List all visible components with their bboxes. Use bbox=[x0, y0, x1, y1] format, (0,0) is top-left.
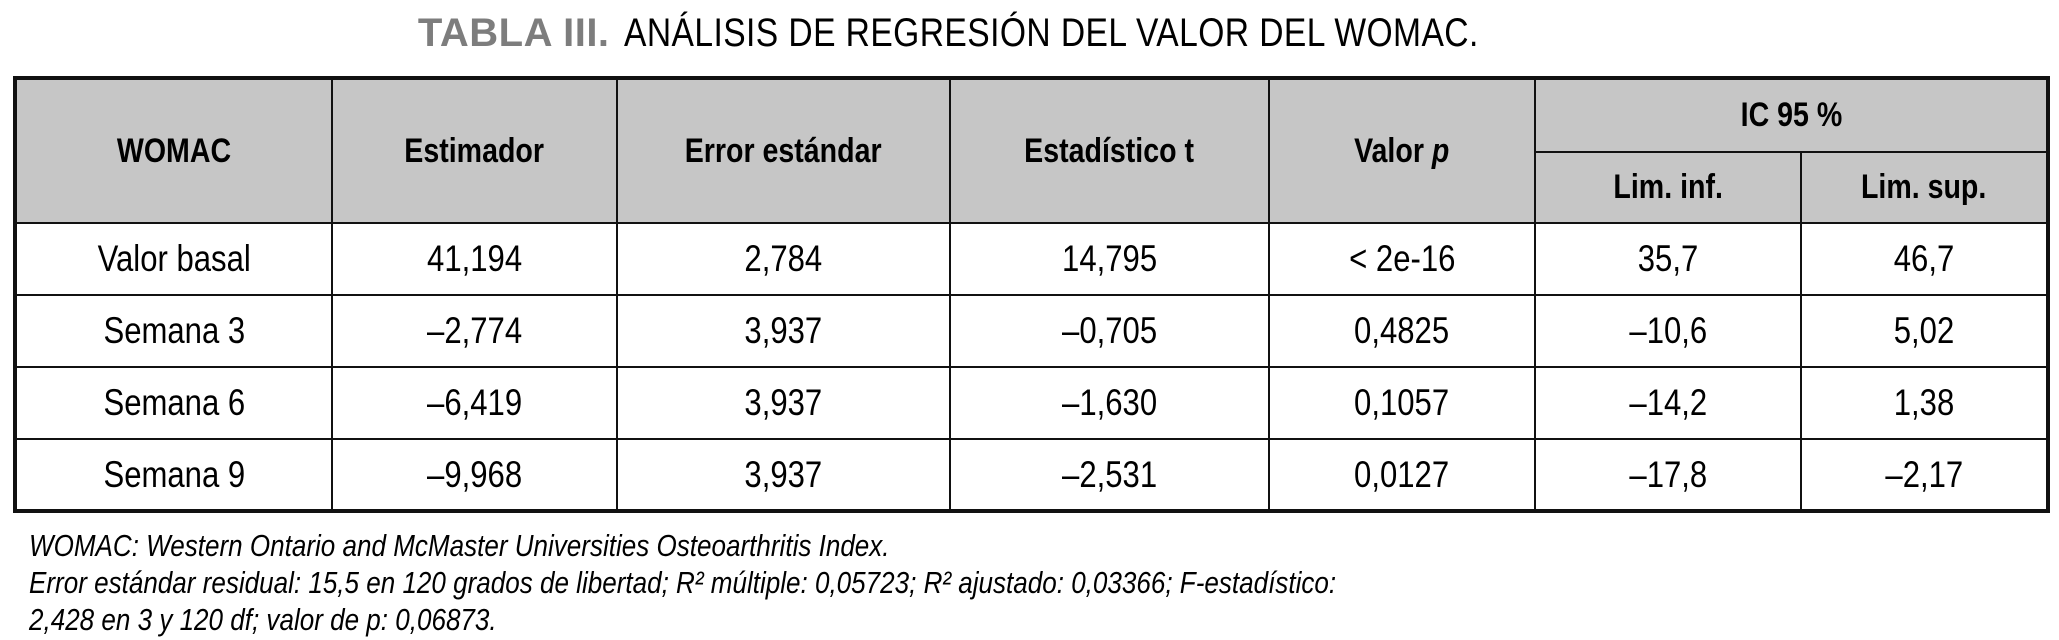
cell-lim-sup: 46,7 bbox=[1799, 222, 2050, 296]
table-footnotes: WOMAC: Western Ontario and McMaster Univ… bbox=[29, 527, 2059, 638]
cell-lim-inf: 35,7 bbox=[1534, 222, 1802, 296]
table-header: WOMAC Estimador Error estándar Estadísti… bbox=[14, 77, 2050, 225]
cell-text: –14,2 bbox=[1629, 382, 1707, 423]
cell-estadistico-t: –2,531 bbox=[949, 438, 1270, 512]
cell-text: 46,7 bbox=[1893, 238, 1955, 279]
header-text: Error estándar bbox=[685, 131, 882, 170]
col-header-estadistico-t: Estadístico t bbox=[949, 77, 1270, 224]
cell-estimador: –2,774 bbox=[331, 294, 618, 368]
cell-text: Semana 6 bbox=[103, 382, 245, 423]
header-text: Lim. inf. bbox=[1613, 167, 1723, 206]
valor-p-word: Valor bbox=[1354, 131, 1425, 170]
cell-error-estandar: 3,937 bbox=[616, 438, 951, 512]
cell-lim-sup: 1,38 bbox=[1799, 366, 2050, 440]
cell-lim-inf: –10,6 bbox=[1534, 294, 1802, 368]
cell-text: –1,630 bbox=[1061, 382, 1158, 423]
cell-text: 1,38 bbox=[1893, 382, 1955, 423]
cell-text: –2,17 bbox=[1885, 453, 1963, 495]
header-text: WOMAC bbox=[116, 131, 232, 170]
regression-table: WOMAC Estimador Error estándar Estadísti… bbox=[13, 76, 2051, 513]
valor-p-symbol: p bbox=[1432, 131, 1450, 170]
cell-lim-inf: –17,8 bbox=[1534, 438, 1802, 512]
header-text: Estimador bbox=[404, 131, 545, 170]
table-row: Semana 9 –9,968 3,937 –2,531 0,0127 –17,… bbox=[14, 438, 2050, 512]
cell-text: –0,705 bbox=[1061, 310, 1158, 351]
cell-error-estandar: 3,937 bbox=[616, 294, 951, 368]
cell-error-estandar: 2,784 bbox=[616, 222, 951, 296]
cell-womac-label: Semana 9 bbox=[14, 438, 333, 512]
cell-valor-p: < 2e-16 bbox=[1268, 222, 1536, 296]
header-text: IC 95 % bbox=[1740, 95, 1842, 134]
header-text: Valor p bbox=[1354, 132, 1449, 171]
table-row: Semana 6 –6,419 3,937 –1,630 0,1057 –14,… bbox=[14, 366, 2050, 440]
cell-text: < 2e-16 bbox=[1348, 238, 1456, 279]
table-row: Semana 3 –2,774 3,937 –0,705 0,4825 –10,… bbox=[14, 294, 2050, 368]
table-title-number: TABLA III. bbox=[417, 11, 610, 55]
col-header-valor-p: Valor p bbox=[1268, 77, 1536, 224]
cell-text: –2,774 bbox=[426, 310, 523, 351]
cell-estadistico-t: 14,795 bbox=[949, 222, 1270, 296]
col-header-lim-sup: Lim. sup. bbox=[1799, 150, 2050, 225]
col-header-estimador: Estimador bbox=[331, 77, 618, 224]
table-row: Valor basal 41,194 2,784 14,795 < 2e-16 … bbox=[14, 222, 2050, 296]
footnote-line-3: 2,428 en 3 y 120 df; valor de p: 0,06873… bbox=[29, 602, 497, 637]
cell-estimador: –9,968 bbox=[331, 438, 618, 512]
cell-text: 0,0127 bbox=[1354, 453, 1450, 495]
header-text: Lim. sup. bbox=[1861, 167, 1987, 206]
cell-text: 0,4825 bbox=[1354, 310, 1450, 351]
cell-text: –6,419 bbox=[426, 382, 523, 423]
cell-valor-p: 0,1057 bbox=[1268, 366, 1536, 440]
cell-text: 14,795 bbox=[1061, 238, 1158, 279]
cell-estimador: –6,419 bbox=[331, 366, 618, 440]
cell-estadistico-t: –1,630 bbox=[949, 366, 1270, 440]
cell-text: 41,194 bbox=[426, 238, 523, 279]
cell-estadistico-t: –0,705 bbox=[949, 294, 1270, 368]
col-header-error-estandar: Error estándar bbox=[616, 77, 951, 224]
cell-error-estandar: 3,937 bbox=[616, 366, 951, 440]
paper-table-page: TABLA III. ANÁLISIS DE REGRESIÓN DEL VALO… bbox=[0, 10, 2059, 640]
cell-lim-sup: 5,02 bbox=[1799, 294, 2050, 368]
cell-lim-sup: –2,17 bbox=[1799, 438, 2050, 512]
header-row-main: WOMAC Estimador Error estándar Estadísti… bbox=[14, 77, 2050, 224]
cell-text: –17,8 bbox=[1629, 453, 1707, 495]
cell-text: Valor basal bbox=[97, 238, 251, 279]
cell-text: 3,937 bbox=[744, 382, 823, 423]
col-header-ic95: IC 95 % bbox=[1533, 77, 2050, 153]
table-title-text: ANÁLISIS DE REGRESIÓN DEL VALOR DEL WOMA… bbox=[623, 11, 1479, 55]
table-title: TABLA III. ANÁLISIS DE REGRESIÓN DEL VALO… bbox=[0, 10, 2059, 56]
cell-estimador: 41,194 bbox=[331, 222, 618, 296]
cell-text: Semana 9 bbox=[103, 453, 245, 495]
cell-lim-inf: –14,2 bbox=[1534, 366, 1802, 440]
cell-womac-label: Valor basal bbox=[14, 222, 333, 296]
cell-womac-label: Semana 6 bbox=[14, 366, 333, 440]
footnote-line-2: Error estándar residual: 15,5 en 120 gra… bbox=[29, 565, 1337, 600]
cell-text: Semana 3 bbox=[103, 310, 245, 351]
cell-text: 3,937 bbox=[744, 310, 823, 351]
cell-text: 35,7 bbox=[1637, 238, 1699, 279]
table-body: Valor basal 41,194 2,784 14,795 < 2e-16 … bbox=[14, 222, 2050, 512]
cell-valor-p: 0,4825 bbox=[1268, 294, 1536, 368]
cell-valor-p: 0,0127 bbox=[1268, 438, 1536, 512]
footnote-line-1: WOMAC: Western Ontario and McMaster Univ… bbox=[29, 528, 890, 563]
col-header-womac: WOMAC bbox=[14, 77, 333, 224]
header-row-sub: Lim. inf. Lim. sup. bbox=[15, 150, 2050, 225]
cell-text: –9,968 bbox=[426, 453, 523, 495]
cell-womac-label: Semana 3 bbox=[14, 294, 333, 368]
cell-text: 2,784 bbox=[744, 238, 823, 279]
col-header-lim-inf: Lim. inf. bbox=[1534, 150, 1802, 225]
cell-text: –10,6 bbox=[1629, 310, 1707, 351]
cell-text: 3,937 bbox=[744, 453, 823, 495]
cell-text: 0,1057 bbox=[1354, 382, 1450, 423]
header-text: Estadístico t bbox=[1024, 131, 1195, 170]
cell-text: 5,02 bbox=[1893, 310, 1955, 351]
cell-text: –2,531 bbox=[1061, 453, 1158, 495]
